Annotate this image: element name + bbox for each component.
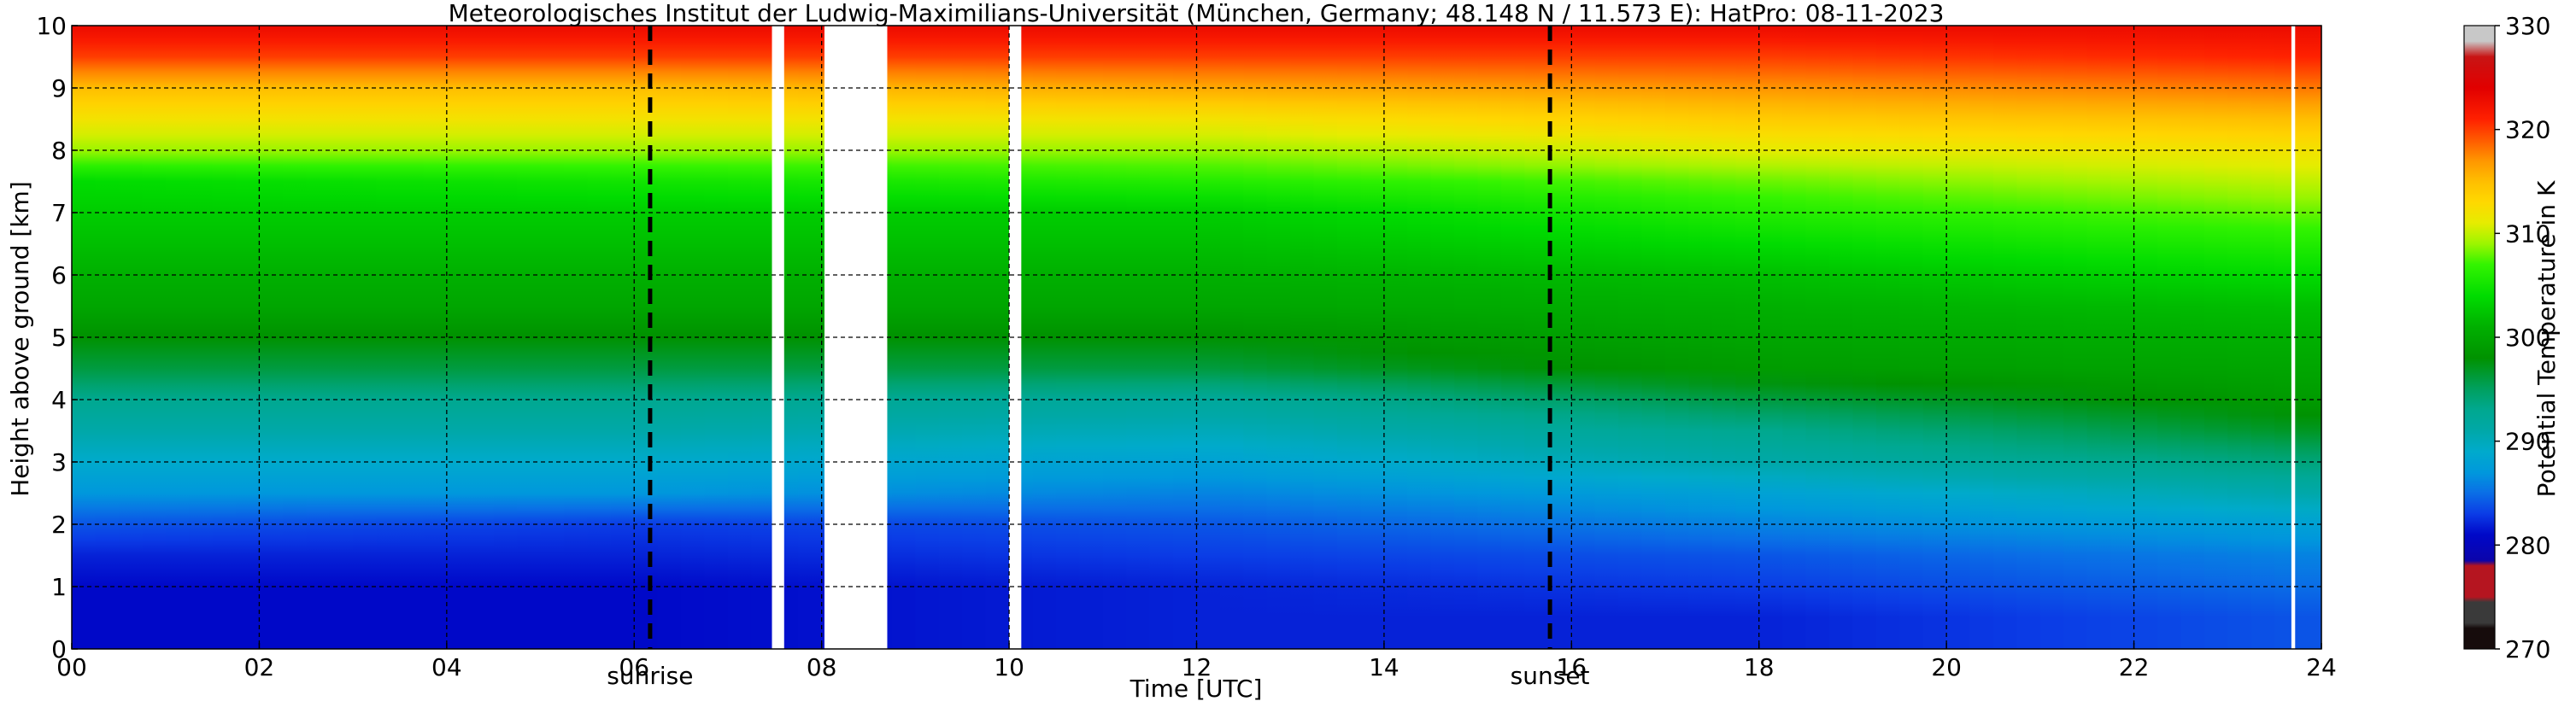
heatmap-column xyxy=(1079,26,1104,649)
heatmap-column xyxy=(2180,26,2205,649)
heatmap-column xyxy=(2110,26,2135,649)
heatmap-column xyxy=(1571,26,1596,649)
heatmap-column xyxy=(1126,26,1151,649)
heatmap-column xyxy=(95,26,120,649)
heatmap-column xyxy=(1149,26,1174,649)
heatmap-column xyxy=(212,26,237,649)
x-tick-label: 10 xyxy=(994,653,1024,681)
x-tick-label: 06 xyxy=(619,653,649,681)
y-tick-label: 9 xyxy=(51,74,67,102)
heatmap-column xyxy=(1641,26,1666,649)
y-tick-label: 0 xyxy=(51,635,67,663)
heatmap-column xyxy=(1243,26,1268,649)
x-tick-label: 24 xyxy=(2306,653,2337,681)
y-tick-label: 7 xyxy=(51,199,67,227)
colorbar-tick-label: 280 xyxy=(2505,531,2550,559)
heatmap-column xyxy=(634,26,659,649)
y-tick-label: 4 xyxy=(51,386,67,414)
colorbar-tick-label: 310 xyxy=(2505,219,2550,248)
heatmap-column xyxy=(142,26,167,649)
colorbar-tick-label: 290 xyxy=(2505,428,2550,456)
heatmap-column xyxy=(1102,26,1127,649)
heatmap-column xyxy=(2133,26,2158,649)
heatmap-column xyxy=(1594,26,1619,649)
y-tick-label: 10 xyxy=(36,12,67,40)
colorbar-label: Potential Temperature in K xyxy=(2532,180,2561,497)
heatmap-column xyxy=(1219,26,1244,649)
heatmap-column xyxy=(1665,26,1690,649)
y-tick-label: 1 xyxy=(51,573,67,601)
heatmap-column xyxy=(751,26,776,649)
x-tick-label: 18 xyxy=(1744,653,1775,681)
heatmap-column xyxy=(165,26,190,649)
heatmap-column xyxy=(2086,26,2111,649)
data-gap xyxy=(2291,26,2296,649)
colorbar-tick-label: 330 xyxy=(2505,12,2550,40)
y-axis-label: Height above ground [km] xyxy=(6,181,34,497)
x-tick-label: 12 xyxy=(1182,653,1212,681)
sunset-label: sunset xyxy=(1511,662,1590,690)
heatmap-column xyxy=(1735,26,1760,649)
colorbar-tick-label: 320 xyxy=(2505,116,2550,144)
x-tick-label: 02 xyxy=(244,653,275,681)
x-tick-label: 22 xyxy=(2119,653,2150,681)
heatmap-column xyxy=(118,26,143,649)
heatmap-column xyxy=(1711,26,1736,649)
heatmap-column xyxy=(587,26,612,649)
colorbar xyxy=(2463,25,2496,650)
sunrise-label: sunrise xyxy=(607,662,693,690)
x-tick-label: 14 xyxy=(1369,653,1399,681)
heatmap-column xyxy=(189,26,214,649)
y-tick-label: 6 xyxy=(51,261,67,289)
heatmap-column xyxy=(1688,26,1713,649)
y-tick-label: 5 xyxy=(51,324,67,352)
heatmap-column xyxy=(235,26,261,649)
x-tick-label: 08 xyxy=(807,653,837,681)
data-gap xyxy=(1009,26,1022,649)
heatmap-column xyxy=(657,26,682,649)
colorbar-tick-label: 300 xyxy=(2505,324,2550,352)
y-tick-label: 3 xyxy=(51,448,67,476)
heatmap-column xyxy=(2227,26,2252,649)
x-axis-label: Time [UTC] xyxy=(1130,675,1263,703)
y-tick-label: 8 xyxy=(51,137,67,165)
x-tick-label: 04 xyxy=(431,653,462,681)
heatmap-column xyxy=(1173,26,1198,649)
heatmap-column xyxy=(610,26,635,649)
y-tick-label: 2 xyxy=(51,511,67,539)
colorbar-tick-label: 270 xyxy=(2505,635,2550,663)
heatmap-column xyxy=(1618,26,1643,649)
data-gap xyxy=(772,26,784,649)
heatmap-column xyxy=(1196,26,1221,649)
heatmap-column xyxy=(681,26,706,649)
x-tick-label: 16 xyxy=(1557,653,1587,681)
heatmap-column xyxy=(704,26,729,649)
heatmap-column xyxy=(259,26,284,649)
x-tick-label: 00 xyxy=(56,653,87,681)
heatmap-column xyxy=(727,26,752,649)
heatmap-column xyxy=(2157,26,2182,649)
heatmap-column xyxy=(2203,26,2228,649)
chart-title: Meteorologisches Institut der Ludwig-Max… xyxy=(449,0,1945,27)
x-tick-label: 20 xyxy=(1931,653,1962,681)
